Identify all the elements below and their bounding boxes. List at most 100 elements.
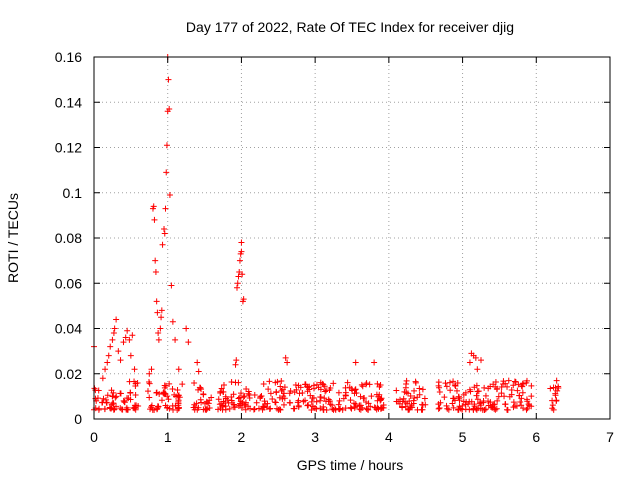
data-point <box>236 400 243 407</box>
data-point <box>317 397 324 404</box>
data-point <box>231 401 238 408</box>
y-tick-label: 0.08 <box>55 230 82 246</box>
data-point <box>102 366 109 373</box>
data-point <box>475 388 482 395</box>
data-point <box>305 384 312 391</box>
data-point <box>445 406 452 413</box>
data-point <box>321 395 328 402</box>
data-point <box>245 390 252 397</box>
chart-title: Day 177 of 2022, Rate Of TEC Index for r… <box>186 19 514 35</box>
data-point <box>336 397 343 404</box>
data-point <box>322 388 329 395</box>
data-point <box>166 106 173 113</box>
data-point <box>306 383 313 390</box>
data-point <box>493 405 500 412</box>
data-point <box>241 393 248 400</box>
data-point <box>287 399 294 406</box>
data-point <box>158 307 165 314</box>
data-point <box>152 257 159 264</box>
data-point <box>455 406 462 413</box>
data-point <box>363 380 370 387</box>
data-point <box>107 343 114 350</box>
data-point <box>292 382 299 389</box>
data-point <box>194 359 201 366</box>
data-point <box>359 383 366 390</box>
data-point <box>411 395 418 402</box>
data-point <box>164 404 171 411</box>
data-point <box>455 393 462 400</box>
data-point <box>511 378 518 385</box>
data-point <box>555 383 562 390</box>
data-point <box>232 361 239 368</box>
data-point <box>158 397 165 404</box>
data-point <box>147 404 154 411</box>
data-point <box>446 379 453 386</box>
data-point <box>474 396 481 403</box>
data-point <box>512 402 519 409</box>
data-point <box>242 406 249 413</box>
data-point <box>198 399 205 406</box>
data-point <box>170 406 177 413</box>
data-point <box>267 390 274 397</box>
data-point <box>272 379 279 386</box>
data-point <box>219 406 226 413</box>
data-point <box>402 403 409 410</box>
data-point <box>120 339 127 346</box>
data-point <box>226 405 233 412</box>
data-point <box>309 403 316 410</box>
data-point <box>195 404 202 411</box>
data-point <box>157 325 164 332</box>
data-point <box>126 378 133 385</box>
data-point <box>453 387 460 394</box>
data-point <box>504 406 511 413</box>
data-point <box>450 378 457 385</box>
x-tick-label: 2 <box>238 429 246 445</box>
data-point <box>104 392 111 399</box>
data-point <box>110 400 117 407</box>
data-point <box>185 339 192 346</box>
data-point <box>321 383 328 390</box>
data-point <box>407 393 414 400</box>
data-point <box>172 336 179 343</box>
data-point <box>234 284 241 291</box>
data-point <box>379 404 386 411</box>
data-point <box>323 406 330 413</box>
data-point <box>169 318 176 325</box>
data-point <box>168 282 175 289</box>
data-point <box>310 385 317 392</box>
x-tick-label: 7 <box>606 429 614 445</box>
data-point <box>519 389 526 396</box>
data-point <box>280 401 287 408</box>
data-point <box>183 325 190 332</box>
data-point <box>117 390 124 397</box>
data-point <box>238 248 245 255</box>
data-point <box>233 357 240 364</box>
data-point <box>346 384 353 391</box>
data-point <box>161 391 168 398</box>
data-point <box>299 390 306 397</box>
data-point <box>505 377 512 384</box>
data-point <box>260 381 267 388</box>
data-point <box>452 383 459 390</box>
x-tick-label: 1 <box>164 429 172 445</box>
data-point <box>352 359 359 366</box>
data-point <box>238 239 245 246</box>
data-point <box>401 388 408 395</box>
data-point <box>416 391 423 398</box>
data-point <box>452 397 459 404</box>
data-point <box>163 142 170 149</box>
data-point <box>282 354 289 361</box>
data-point <box>504 383 511 390</box>
data-point <box>261 404 268 411</box>
data-point <box>307 392 314 399</box>
data-point <box>175 366 182 373</box>
data-point <box>393 387 400 394</box>
data-point <box>131 366 138 373</box>
data-point <box>191 406 198 413</box>
x-tick-label: 3 <box>311 429 319 445</box>
data-point <box>145 379 152 386</box>
data-point <box>344 379 351 386</box>
data-point <box>460 398 467 405</box>
data-point <box>477 399 484 406</box>
x-tick-labels: 0 1 2 3 4 5 6 7 <box>90 429 614 445</box>
